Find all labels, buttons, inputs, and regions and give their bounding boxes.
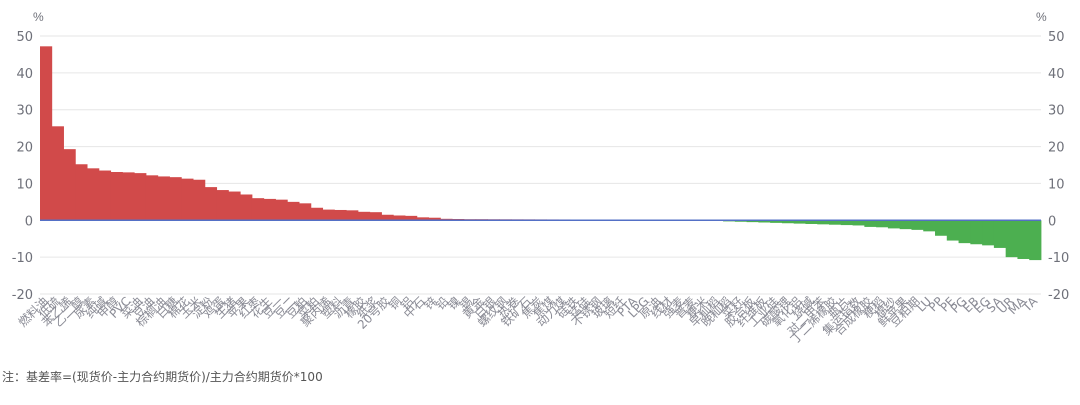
y-tick-label-right: 50 [1048, 30, 1065, 45]
y-tick-label-right: 30 [1048, 104, 1065, 119]
y-tick-label-right: 0 [1048, 214, 1056, 229]
bar [263, 198, 276, 221]
bar [829, 220, 842, 225]
bar [299, 203, 312, 221]
bar [181, 178, 194, 221]
y-unit-left: % [33, 10, 44, 24]
bar [381, 214, 394, 221]
bar [805, 220, 818, 224]
bar [958, 220, 971, 244]
bar [405, 215, 418, 221]
bar [923, 220, 936, 232]
bar [334, 209, 347, 221]
bar [982, 220, 995, 246]
bar [428, 217, 441, 221]
bar [310, 207, 324, 221]
y-tick-label-right: 10 [1048, 177, 1065, 192]
y-tick-label-left: 40 [16, 67, 33, 82]
bars [40, 46, 1042, 261]
y-tick-label-left: 30 [16, 104, 33, 119]
bar [145, 175, 159, 221]
y-tick-label-left: 10 [16, 177, 33, 192]
y-tick-label-left: 20 [16, 141, 33, 156]
bar [793, 220, 806, 224]
bar [1017, 220, 1030, 259]
grid-lines [40, 35, 1041, 295]
y-tick-label-left: 50 [16, 30, 33, 45]
bar [840, 220, 853, 226]
bar [758, 220, 771, 223]
y-tick-label-left: -10 [12, 251, 33, 266]
bar [193, 179, 206, 221]
bar [357, 211, 371, 221]
bar [770, 220, 783, 223]
bar [946, 220, 959, 241]
bar [911, 220, 924, 230]
bar [134, 173, 147, 221]
bar [864, 220, 877, 227]
bar [63, 149, 76, 221]
bar [87, 168, 100, 221]
bar [817, 220, 830, 225]
bar [110, 172, 123, 221]
y-tick-label-left: 0 [25, 214, 33, 229]
y-tick-label-right: 20 [1048, 141, 1065, 156]
bar [240, 194, 253, 221]
bar [970, 220, 983, 245]
basis-rate-bar-chart: 50 40 30 20 10 0 -10 -20 50 40 30 20 10 0 -10 -20 燃料油低… [12, 10, 1069, 347]
bar [51, 126, 64, 221]
y-tick-label-right: -20 [1048, 288, 1069, 303]
bar [993, 220, 1007, 248]
bar [1005, 220, 1018, 258]
bar [852, 220, 865, 226]
bar [416, 217, 430, 221]
bar [40, 46, 53, 221]
y-tick-label-left: -20 [12, 288, 33, 303]
bar [322, 209, 335, 221]
y-axis-left: 50 40 30 20 10 0 -10 -20 [12, 30, 33, 303]
bar [228, 191, 241, 221]
bar [157, 176, 170, 221]
bar [122, 172, 135, 221]
bar [75, 164, 88, 221]
x-tick-label: TA [1019, 294, 1040, 315]
bar [346, 210, 359, 221]
bar [393, 215, 406, 221]
bar [169, 177, 182, 221]
bar [204, 187, 218, 221]
bar [369, 212, 382, 221]
bar [746, 220, 759, 223]
y-axis-right: 50 40 30 20 10 0 -10 -20 [1048, 30, 1069, 303]
y-tick-label-right: -10 [1048, 251, 1069, 266]
bar [876, 220, 889, 228]
bar [1029, 220, 1042, 261]
bar [275, 199, 288, 221]
bar [781, 220, 795, 224]
footnote: 注：基差率=(现货价-主力合约期货价)/主力合约期货价*100 [2, 370, 323, 384]
bar [251, 198, 265, 221]
bar [887, 220, 901, 229]
x-axis-category-labels: 燃料油低硫苯乙烯乙二醇尿素纯碱甲醇PVC菜油豆油棕榈油白糖棉花玉米淀粉鸡蛋生猪苹… [15, 294, 1041, 347]
bar [935, 220, 948, 236]
bar [287, 201, 300, 221]
bar [216, 190, 229, 221]
bar [98, 170, 112, 221]
y-tick-label-right: 40 [1048, 67, 1065, 82]
y-unit-right: % [1036, 10, 1047, 24]
bar [899, 220, 912, 230]
